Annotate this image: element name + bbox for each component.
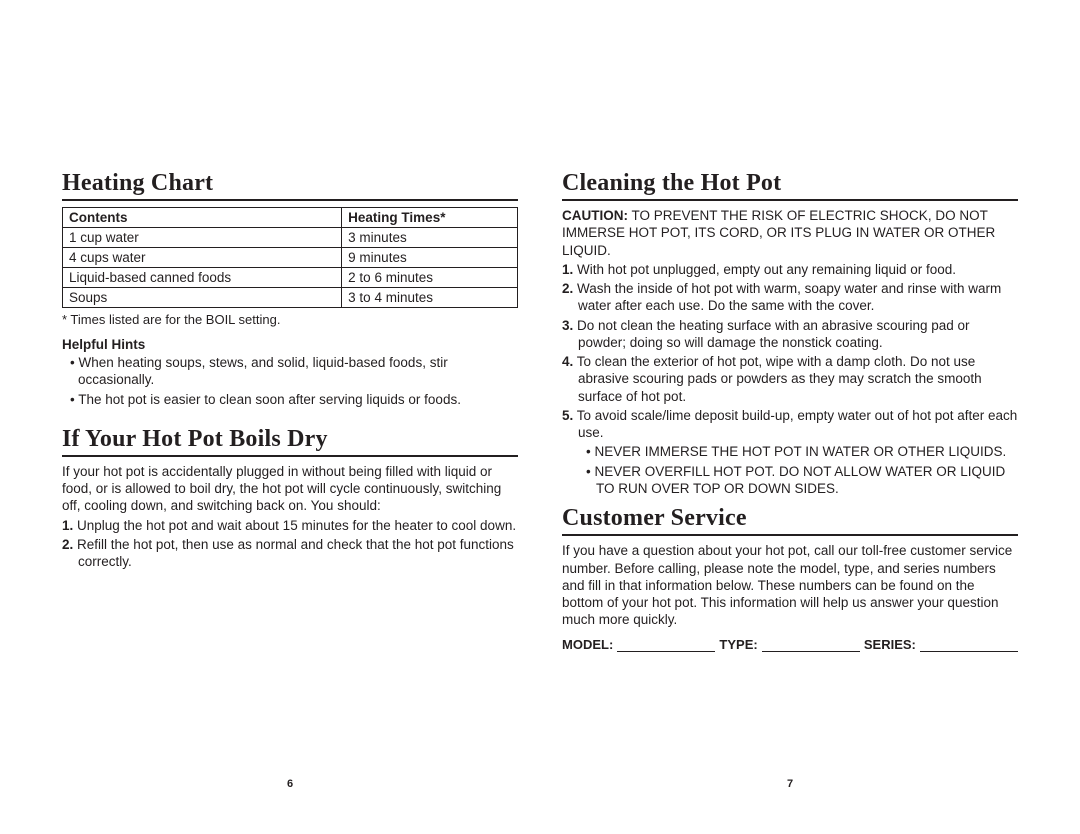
model-type-series-form: MODEL: TYPE: SERIES:	[562, 637, 1018, 652]
table-row: Contents Heating Times*	[63, 208, 518, 228]
helpful-hints-title: Helpful Hints	[62, 337, 518, 352]
customer-service-title: Customer Service	[562, 505, 1018, 536]
list-item: 2. Refill the hot pot, then use as norma…	[62, 536, 518, 571]
cleaning-warnings: NEVER IMMERSE THE HOT POT IN WATER OR OT…	[562, 443, 1018, 497]
boils-dry-steps: 1. Unplug the hot pot and wait about 15 …	[62, 517, 518, 571]
series-blank[interactable]	[920, 640, 1018, 652]
cleaning-caution: CAUTION: TO PREVENT THE RISK OF ELECTRIC…	[562, 207, 1018, 259]
model-blank[interactable]	[617, 640, 715, 652]
type-label: TYPE:	[719, 637, 757, 652]
heating-chart-footnote: * Times listed are for the BOIL setting.	[62, 312, 518, 327]
cleaning-title: Cleaning the Hot Pot	[562, 170, 1018, 201]
table-row: Liquid-based canned foods 2 to 6 minutes	[63, 268, 518, 288]
table-row: Soups 3 to 4 minutes	[63, 288, 518, 308]
list-item: When heating soups, stews, and solid, li…	[70, 354, 518, 389]
caution-label: CAUTION:	[562, 208, 628, 223]
series-label: SERIES:	[864, 637, 916, 652]
page-right: Cleaning the Hot Pot CAUTION: TO PREVENT…	[562, 170, 1018, 774]
page-number-right: 7	[562, 778, 1018, 790]
list-item: 1. With hot pot unplugged, empty out any…	[562, 261, 1018, 278]
manual-spread: Heating Chart Contents Heating Times* 1 …	[0, 0, 1080, 834]
page-number-left: 6	[62, 778, 518, 790]
list-item: 5. To avoid scale/lime deposit build-up,…	[562, 407, 1018, 442]
list-item: NEVER IMMERSE THE HOT POT IN WATER OR OT…	[586, 443, 1018, 460]
list-item: 2. Wash the inside of hot pot with warm,…	[562, 280, 1018, 315]
page-left: Heating Chart Contents Heating Times* 1 …	[62, 170, 518, 774]
boils-dry-intro: If your hot pot is accidentally plugged …	[62, 463, 518, 515]
list-item: The hot pot is easier to clean soon afte…	[70, 391, 518, 408]
table-header-contents: Contents	[63, 208, 342, 228]
boils-dry-title: If Your Hot Pot Boils Dry	[62, 426, 518, 457]
model-label: MODEL:	[562, 637, 613, 652]
table-row: 1 cup water 3 minutes	[63, 228, 518, 248]
helpful-hints-list: When heating soups, stews, and solid, li…	[62, 354, 518, 408]
list-item: NEVER OVERFILL HOT POT. DO NOT ALLOW WAT…	[586, 463, 1018, 498]
cleaning-steps: 1. With hot pot unplugged, empty out any…	[562, 261, 1018, 442]
list-item: 3. Do not clean the heating surface with…	[562, 317, 1018, 352]
heating-chart-title: Heating Chart	[62, 170, 518, 201]
heating-chart-table: Contents Heating Times* 1 cup water 3 mi…	[62, 207, 518, 308]
customer-service-body: If you have a question about your hot po…	[562, 542, 1018, 628]
type-blank[interactable]	[762, 640, 860, 652]
table-header-times: Heating Times*	[342, 208, 518, 228]
list-item: 1. Unplug the hot pot and wait about 15 …	[62, 517, 518, 534]
list-item: 4. To clean the exterior of hot pot, wip…	[562, 353, 1018, 405]
table-row: 4 cups water 9 minutes	[63, 248, 518, 268]
